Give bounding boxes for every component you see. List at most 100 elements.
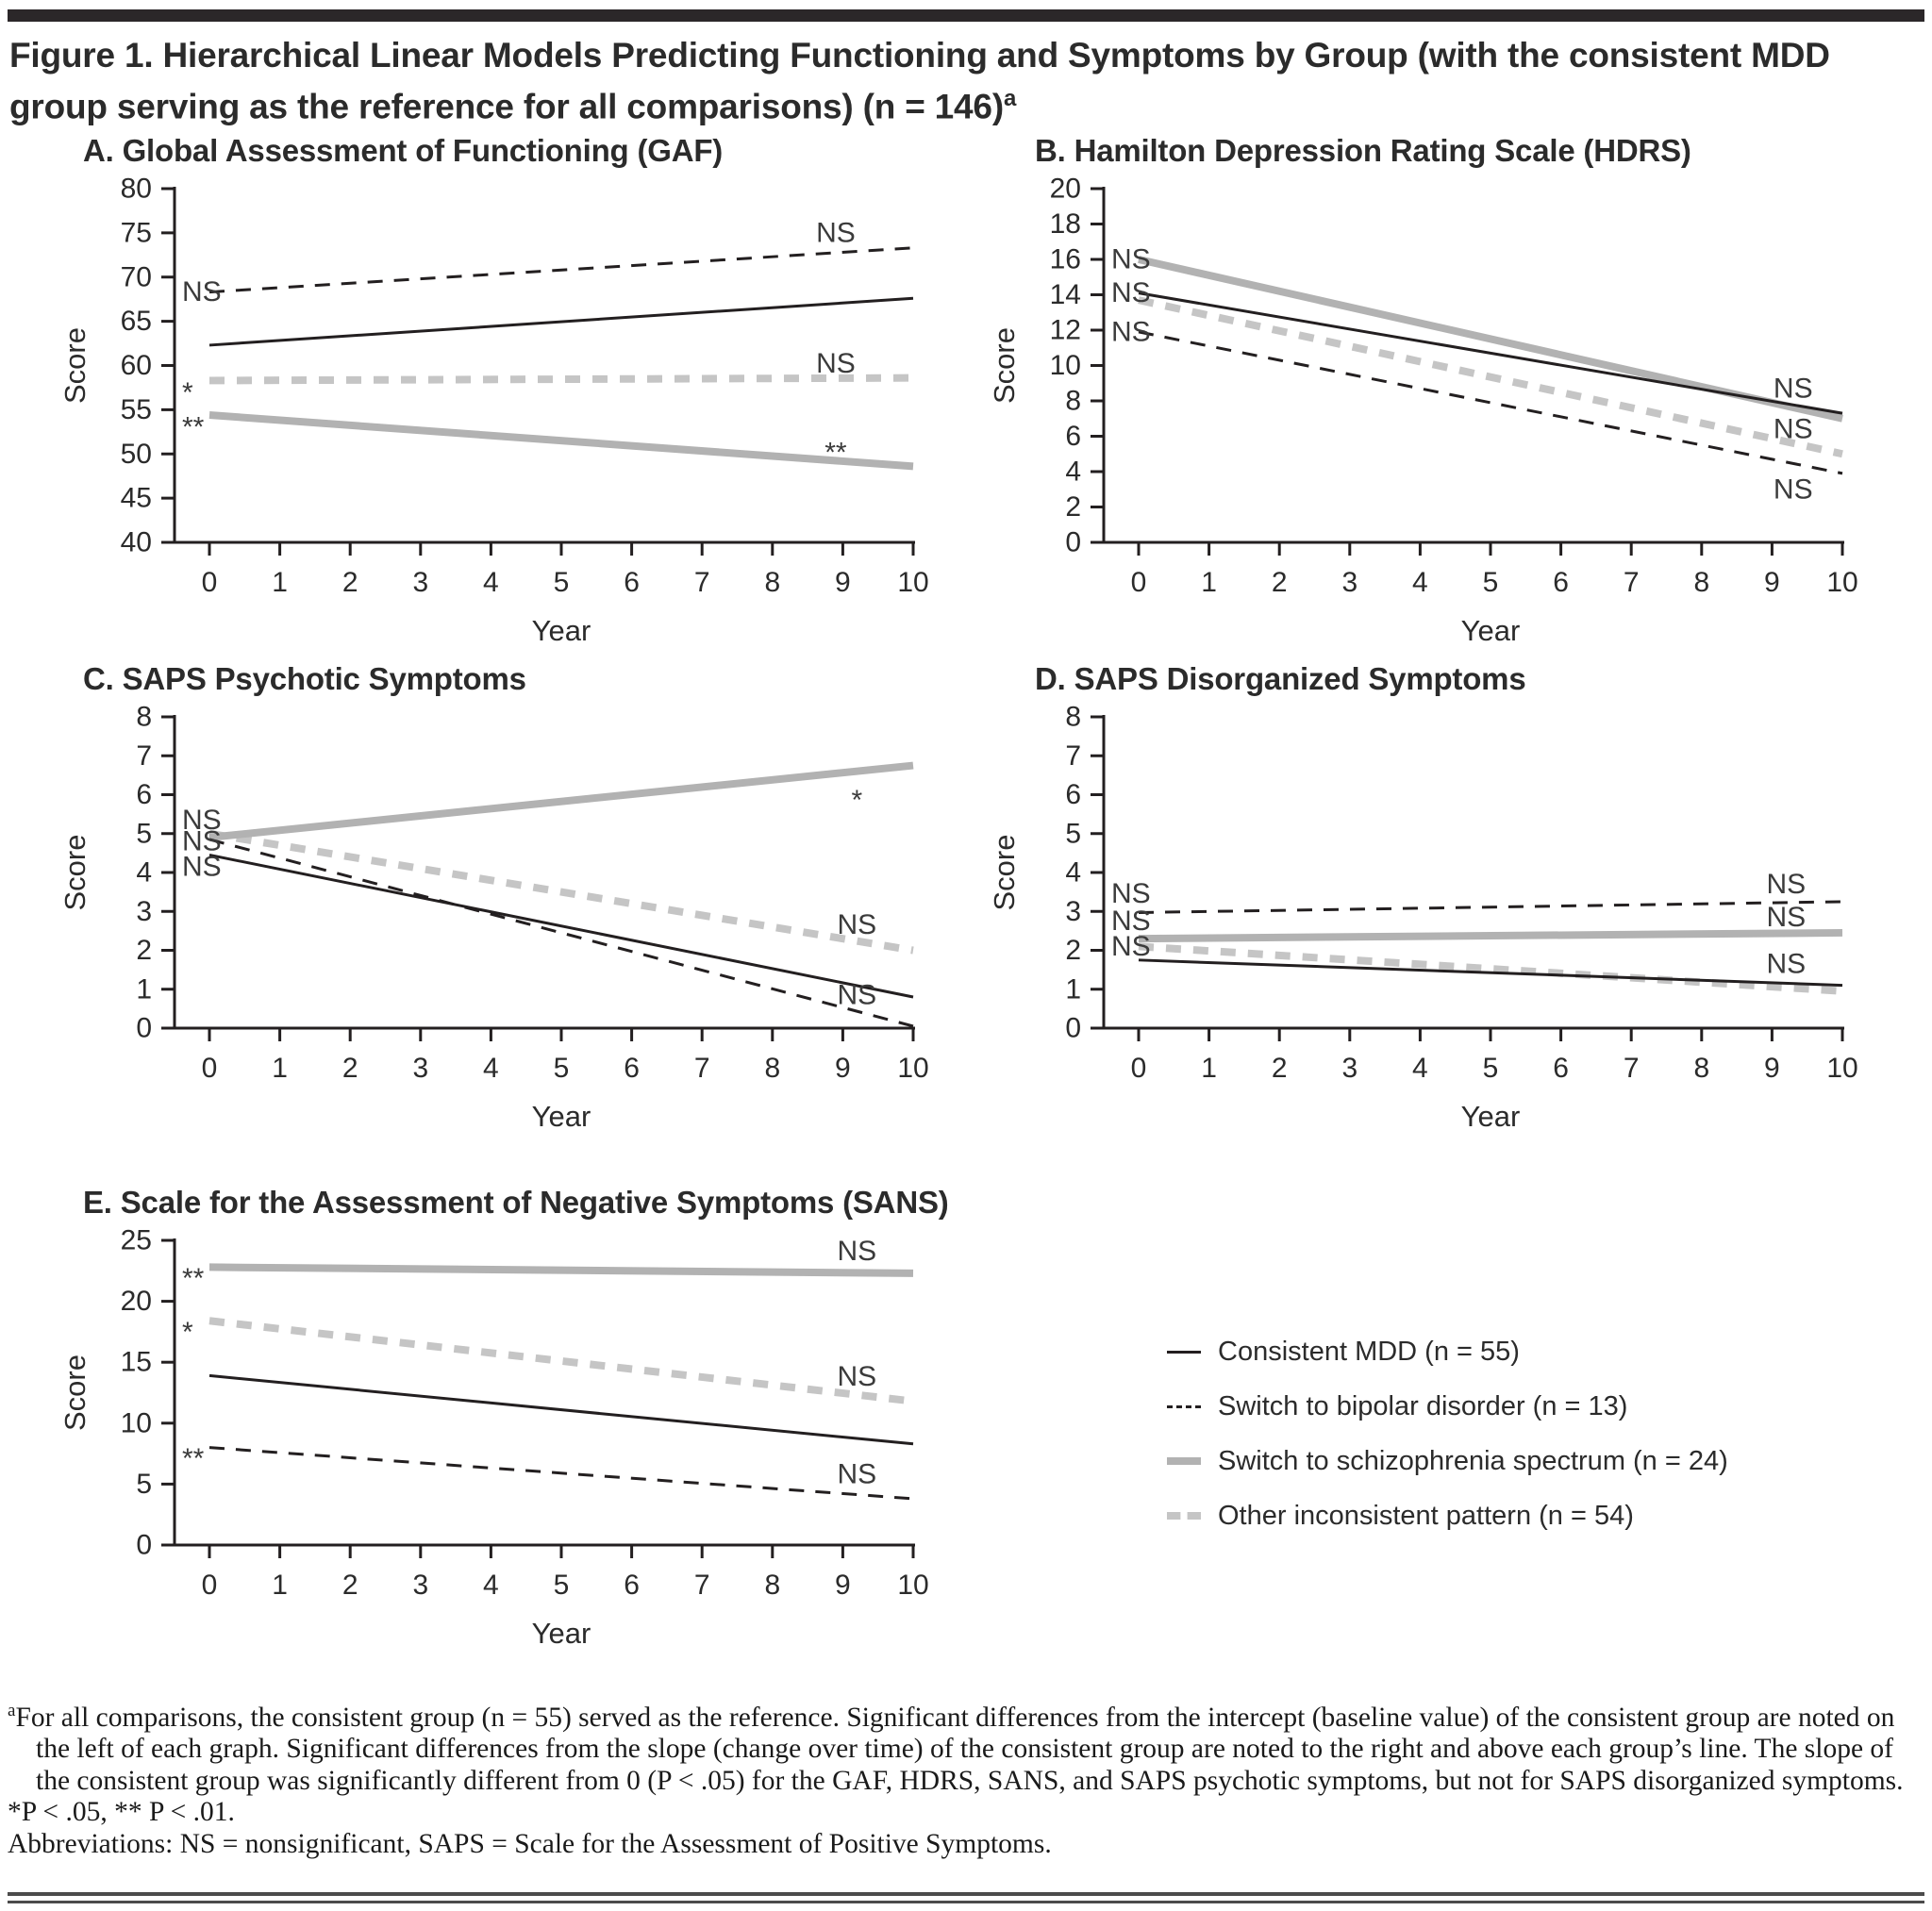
y-tick-label: 6 — [1065, 421, 1081, 452]
y-tick-label: 5 — [136, 818, 152, 849]
legend-label: Other inconsistent pattern (n = 54) — [1218, 1500, 1634, 1531]
x-tick-label: 5 — [554, 1570, 570, 1601]
x-tick-label: 2 — [1272, 1053, 1288, 1084]
x-tick-label: 5 — [554, 567, 570, 598]
y-tick-label: 8 — [1065, 702, 1081, 733]
footnote-marker: a — [8, 1701, 16, 1720]
y-axis-label: Score — [58, 835, 92, 911]
y-tick-label: 0 — [1065, 527, 1081, 558]
legend: Consistent MDD (n = 55) Switch to bipola… — [1167, 1324, 1884, 1543]
panel-saps-psychotic: C. SAPS Psychotic Symptoms 0 1 2 3 4 5 6 7 8 0 1 2 3… — [0, 660, 953, 1139]
significance-annotation: * — [182, 1317, 193, 1348]
series-line-bipolar — [208, 246, 914, 294]
panel-hdrs-title: B. Hamilton Depression Rating Scale (HDR… — [1035, 133, 1691, 168]
y-tick-label: 0 — [1065, 1013, 1081, 1044]
x-tick-label: 2 — [1272, 567, 1288, 598]
y-tick-label: 75 — [121, 217, 152, 248]
x-tick-label: 9 — [1764, 1053, 1780, 1084]
x-tick-label: 4 — [483, 1053, 499, 1084]
x-tick-label: 5 — [1483, 567, 1499, 598]
panel-saps-disorganized: D. SAPS Disorganized Symptoms 0 1 2 3 4 5 6 7 8 0… — [929, 660, 1932, 1139]
x-tick-label: 7 — [1624, 567, 1640, 598]
series-line-bipolar — [1138, 900, 1843, 914]
y-tick-label: 3 — [136, 896, 152, 927]
y-tick-label: 25 — [121, 1225, 152, 1256]
gray-dashed-line-swatch — [1167, 1512, 1201, 1520]
x-tick-label: 8 — [764, 1053, 780, 1084]
x-tick-label: 10 — [1826, 567, 1857, 598]
y-tick-label: 4 — [1065, 857, 1081, 889]
black-dashed-line-swatch — [1167, 1404, 1201, 1408]
legend-label: Consistent MDD (n = 55) — [1218, 1336, 1520, 1367]
y-tick-label: 40 — [121, 527, 152, 558]
x-tick-label: 0 — [1131, 1053, 1147, 1084]
y-tick-label: 16 — [1050, 244, 1081, 275]
significance-annotation: ** — [182, 1443, 205, 1474]
legend-item-consistent-mdd: Consistent MDD (n = 55) — [1167, 1324, 1884, 1379]
significance-annotation: NS — [182, 851, 222, 882]
black-solid-line-swatch — [1167, 1350, 1201, 1354]
gaf-chart: 40 45 50 55 60 65 70 75 80 0 1 2 3 4 5 6 7 8 9 10 Score Year N… — [0, 170, 953, 654]
x-tick-label: 9 — [835, 567, 851, 598]
y-tick-label: 14 — [1050, 279, 1081, 310]
x-tick-label: 10 — [897, 1570, 928, 1601]
significance-annotation: ** — [182, 411, 205, 442]
x-tick-label: 1 — [1201, 567, 1217, 598]
series-line-schizo — [208, 761, 914, 841]
figure-title: Figure 1. Hierarchical Linear Models Pre… — [9, 34, 1924, 128]
panel-gaf-title: A. Global Assessment of Functioning (GAF… — [83, 133, 724, 168]
legend-item-switch-schizophrenia: Switch to schizophrenia spectrum (n = 24… — [1167, 1434, 1884, 1488]
series-line-bipolar — [208, 1446, 914, 1501]
footnote-general-text: For all comparisons, the consistent grou… — [15, 1702, 1904, 1796]
saps-psychotic-chart: 0 1 2 3 4 5 6 7 8 0 1 2 3 4 5 6 7 8 9 10 Score Year NS NS NS * NS N… — [0, 698, 953, 1139]
series-line-schizo — [208, 411, 914, 471]
figure-title-footnote-marker: a — [1003, 86, 1017, 111]
bottom-rule — [8, 1892, 1924, 1903]
y-tick-label: 3 — [1065, 896, 1081, 927]
legend-label: Switch to bipolar disorder (n = 13) — [1218, 1390, 1628, 1421]
x-tick-label: 9 — [835, 1053, 851, 1084]
series-line-mdd — [208, 1373, 914, 1446]
y-axis-label: Score — [58, 1354, 92, 1431]
y-axis-label: Score — [58, 327, 92, 404]
y-tick-label: 7 — [1065, 740, 1081, 772]
y-tick-label: 80 — [121, 174, 152, 205]
panel-sans: E. Scale for the Assessment of Negative … — [0, 1184, 953, 1656]
y-tick-label: 5 — [136, 1469, 152, 1500]
y-tick-label: 2 — [136, 935, 152, 966]
x-tick-label: 8 — [1693, 1053, 1709, 1084]
x-axis-label: Year — [532, 1100, 591, 1133]
x-axis-label: Year — [532, 1617, 591, 1650]
y-tick-label: 10 — [1050, 350, 1081, 381]
significance-annotation: NS — [837, 1459, 876, 1490]
y-axis-label: Score — [988, 327, 1021, 404]
series-line-bipolar — [1138, 330, 1843, 475]
hdrs-chart: 0 2 4 6 8 10 12 14 16 18 20 0 1 2 3 4 5 6 7 8 9 10 Score Year NS… — [929, 170, 1932, 654]
x-tick-label: 10 — [1826, 1053, 1857, 1084]
significance-annotation: NS — [1111, 931, 1151, 962]
significance-annotation: NS — [1111, 906, 1151, 937]
panel-hdrs: B. Hamilton Depression Rating Scale (HDR… — [929, 132, 1932, 654]
top-rule — [8, 9, 1924, 22]
x-tick-label: 6 — [624, 1053, 640, 1084]
significance-annotation: NS — [1766, 869, 1806, 900]
significance-annotation: NS — [182, 276, 222, 307]
x-tick-label: 0 — [202, 1570, 218, 1601]
significance-annotation: NS — [837, 909, 876, 940]
x-tick-label: 7 — [1624, 1053, 1640, 1084]
significance-annotation: NS — [182, 826, 222, 857]
series-line-other — [208, 829, 914, 955]
significance-annotation: NS — [1774, 474, 1813, 505]
y-tick-label: 6 — [136, 779, 152, 810]
series-line-other — [1138, 942, 1843, 995]
y-axis-label: Score — [988, 835, 1021, 911]
y-tick-label: 15 — [121, 1347, 152, 1378]
y-tick-label: 0 — [136, 1530, 152, 1561]
series-line-schizo — [1138, 928, 1843, 943]
legend-item-switch-bipolar: Switch to bipolar disorder (n = 13) — [1167, 1379, 1884, 1434]
x-axis-label: Year — [532, 614, 591, 647]
